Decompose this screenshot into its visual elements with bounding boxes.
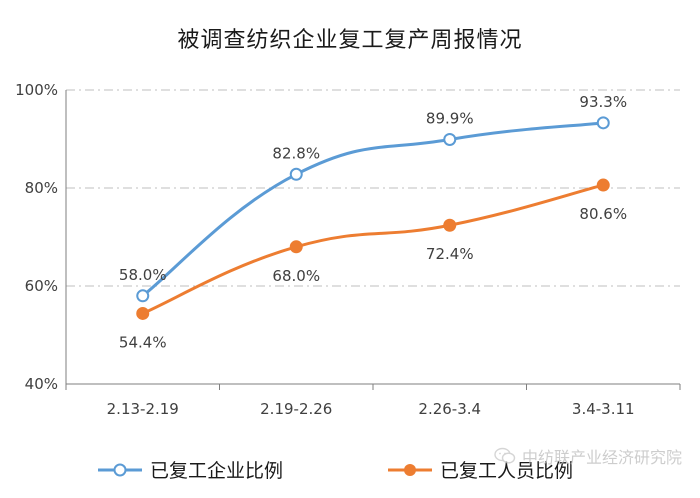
legend-marker [404,464,416,476]
x-tick-label: 3.4-3.11 [572,400,635,418]
data-label: 93.3% [579,93,627,111]
x-tick-label: 2.19-2.26 [260,400,332,418]
data-label: 68.0% [272,267,320,285]
data-label: 54.4% [119,333,167,351]
data-label: 72.4% [426,245,474,263]
series-line-2 [142,183,604,315]
legend-label: 已复工人员比例 [440,460,573,482]
watermark: 中纺联产业经济研究院 [494,444,682,468]
y-tick-label: 40% [25,375,58,393]
data-point [443,218,457,232]
y-tick-label: 80% [25,179,58,197]
data-point [289,240,303,254]
data-point [289,167,303,181]
y-tick-label: 60% [25,277,58,295]
data-point [136,306,150,320]
data-label: 80.6% [579,205,627,223]
legend-marker [113,463,127,477]
watermark-text: 中纺联产业经济研究院 [521,448,682,467]
data-point [596,116,610,130]
data-label: 89.9% [426,109,474,127]
series-line-1 [141,121,604,297]
data-point [443,132,457,146]
y-tick-label: 100% [15,81,58,99]
data-label: 58.0% [119,266,167,284]
legend-label: 已复工企业比例 [150,460,283,482]
x-tick-label: 2.26-3.4 [418,400,481,418]
data-label: 82.8% [272,144,320,162]
data-point [596,178,610,192]
data-point [136,289,150,303]
chart-title: 被调查纺织企业复工复产周报情况 [177,28,523,53]
x-tick-label: 2.13-2.19 [107,400,179,418]
wechat-icon [494,447,516,464]
